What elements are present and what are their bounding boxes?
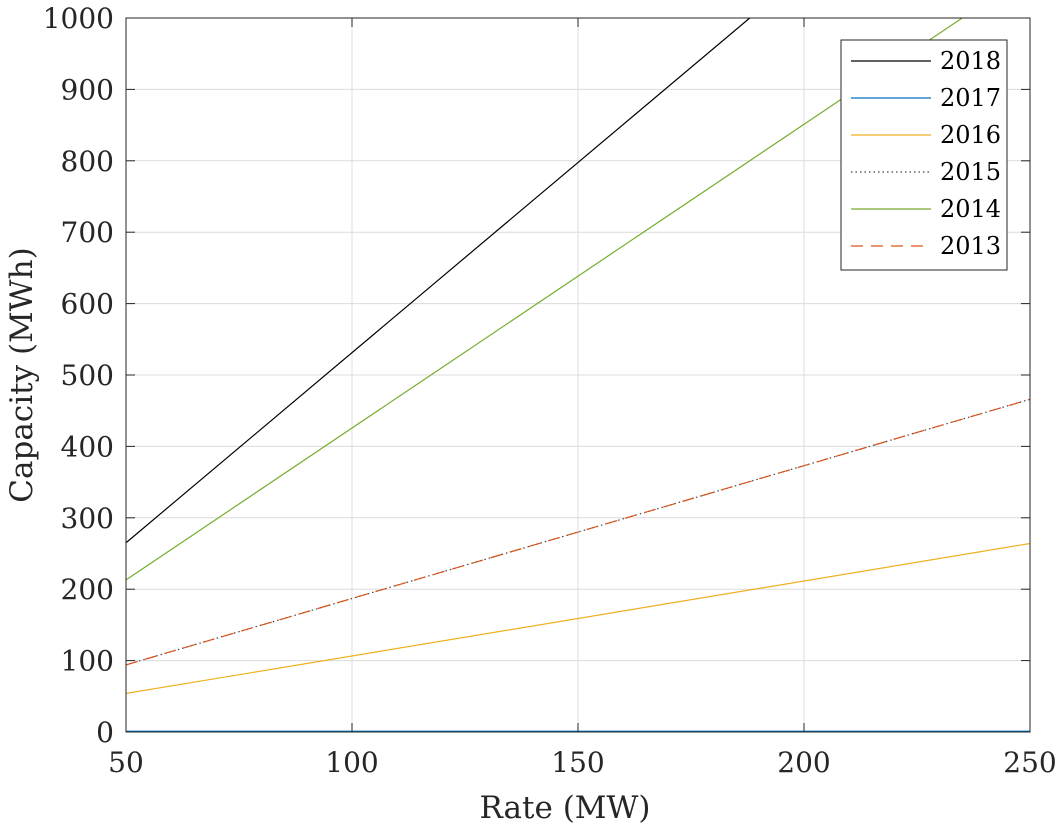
tick-labels: 50 100 150 200 250 0 100 200 300 400 500 600 700 800 9… [43, 2, 1057, 779]
x-tick-label: 150 [551, 746, 604, 779]
legend-label-2017: 2017 [940, 84, 1001, 112]
y-tick-label: 600 [61, 288, 114, 321]
series-line-2014 [126, 18, 963, 581]
axes [125, 17, 1031, 733]
legend-box [840, 39, 1008, 271]
y-tick-label: 200 [61, 573, 114, 606]
y-tick-label: 0 [96, 716, 114, 749]
y-tick-label: 1000 [43, 2, 114, 35]
y-tick-label: 500 [61, 359, 114, 392]
y-tick-label: 800 [61, 145, 114, 178]
y-tick-label: 300 [61, 502, 114, 535]
x-tick-label: 200 [777, 746, 830, 779]
legend-label-2018: 2018 [940, 47, 1001, 75]
legend-label-2016: 2016 [940, 121, 1001, 149]
legend-label-2015: 2015 [940, 158, 1001, 186]
y-tick-label: 900 [61, 73, 114, 106]
x-tick-label: 250 [1003, 746, 1056, 779]
y-tick-label: 400 [61, 430, 114, 463]
x-tick-label: 100 [325, 746, 378, 779]
series-line-2016 [126, 542, 1030, 695]
legend-label-2013: 2013 [940, 232, 1001, 260]
x-axis-label: Rate (MW) [480, 790, 651, 826]
y-axis-label: Capacity (MWh) [4, 247, 40, 502]
y-tick-label: 100 [61, 645, 114, 678]
legend: 2018 2017 2016 2015 2014 2013 [840, 39, 1008, 271]
series-line-2018 [126, 18, 751, 544]
series-line-2013 [126, 398, 1030, 666]
x-tick-label: 50 [108, 746, 144, 779]
legend-label-2014: 2014 [940, 195, 1001, 223]
y-tick-label: 700 [61, 216, 114, 249]
